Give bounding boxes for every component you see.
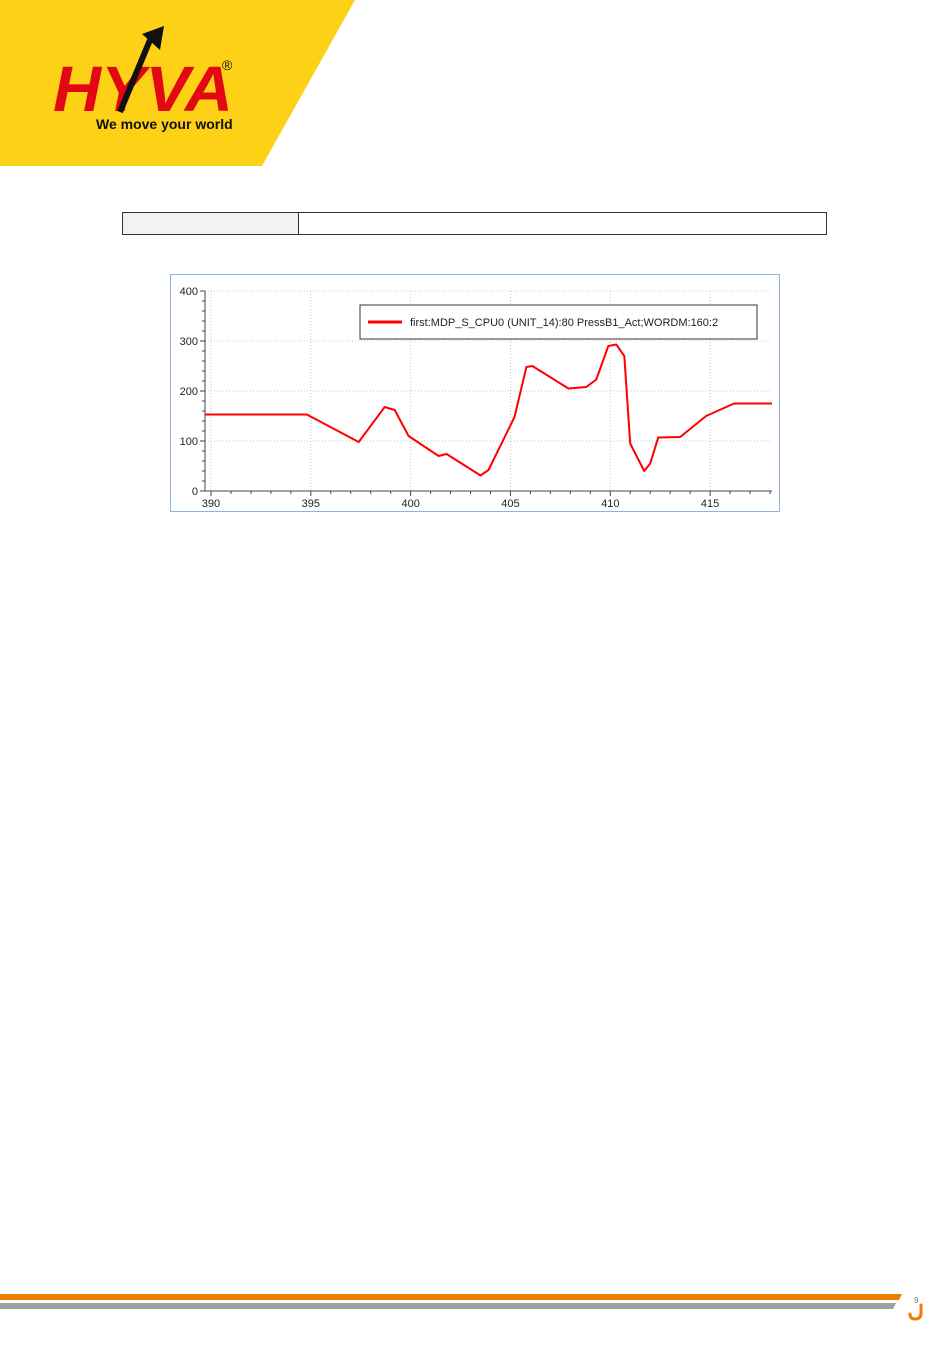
info-table-label-cell (123, 213, 299, 234)
arrow-head-icon (142, 26, 164, 50)
logo-tagline: We move your world (96, 116, 233, 132)
page-number: 9 (914, 1296, 919, 1305)
legend-box (359, 304, 758, 340)
info-table-value-cell (299, 213, 826, 234)
line-chart: 390 395 400 405 410 415 0 100 200 300 400 first:MD… (180, 286, 772, 510)
x-tick-label: 400 (401, 498, 419, 510)
y-tick-label: 100 (180, 436, 198, 448)
hook-icon (908, 1303, 923, 1321)
y-tick-label: 400 (180, 286, 198, 298)
arrow-icon (117, 38, 153, 114)
x-tick-label: 390 (202, 498, 220, 510)
series-line (205, 343, 772, 477)
footer-orange-stripe (0, 1294, 902, 1300)
yellow-banner-shape (0, 0, 355, 166)
registered-mark: ® (222, 57, 233, 73)
x-tick-label: 415 (701, 498, 719, 510)
hyva-logo: HYVA ® We move your world (53, 26, 233, 132)
footer: 9 (0, 1294, 923, 1321)
header-banner: HYVA ® We move your world (0, 0, 355, 166)
chart-frame: 390 395 400 405 410 415 0 100 200 300 400 first:MD… (170, 274, 780, 512)
y-tick-label: 0 (192, 486, 198, 498)
logo-text: HYVA (53, 53, 233, 125)
footer-gray-stripe (0, 1303, 896, 1309)
y-tick-label: 200 (180, 386, 198, 398)
legend-label: first:MDP_S_CPU0 (UNIT_14):80 PressB1_Ac… (410, 317, 718, 329)
x-tick-label: 395 (302, 498, 320, 510)
y-tick-label: 300 (180, 336, 198, 348)
x-tick-label: 405 (501, 498, 519, 510)
x-tick-label: 410 (601, 498, 619, 510)
info-table (122, 212, 827, 235)
